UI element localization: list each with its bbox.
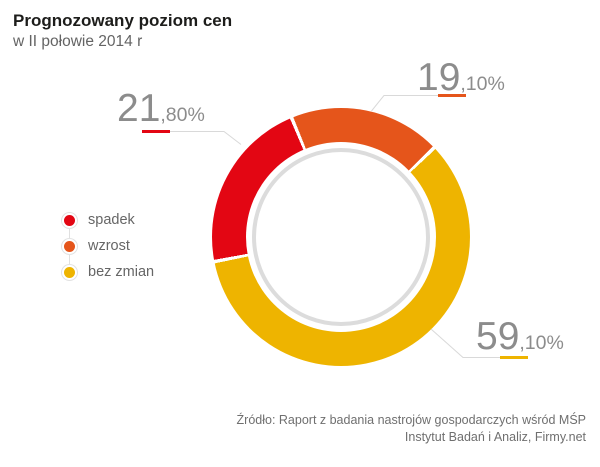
value-int-spadek: 21 xyxy=(117,87,161,130)
value-int-wzrost: 19 xyxy=(417,56,461,99)
leader-line-spadek xyxy=(170,131,242,145)
source-note: Źródło: Raport z badania nastrojów gospo… xyxy=(237,412,586,446)
legend: spadek wzrost bez zmian xyxy=(64,207,154,285)
legend-label-wzrost: wzrost xyxy=(88,238,130,254)
value-int-bez-zmian: 59 xyxy=(476,315,520,358)
legend-item-wzrost: wzrost xyxy=(64,233,154,259)
legend-label-bez-zmian: bez zmian xyxy=(88,264,155,280)
source-line-1: Źródło: Raport z badania nastrojów gospo… xyxy=(236,413,586,427)
source-line-2: Instytut Badań i Analiz, Firmy.net xyxy=(404,430,586,444)
legend-label-spadek: spadek xyxy=(88,212,135,228)
chart-subtitle: w II połowie 2014 r xyxy=(13,33,143,50)
value-label-bez-zmian: 59,10% xyxy=(476,317,564,356)
legend-dot-spadek xyxy=(64,214,75,226)
donut-inner-ring xyxy=(252,148,430,326)
value-frac-bez-zmian: ,10% xyxy=(519,332,564,354)
value-label-spadek: 21,80% xyxy=(117,89,205,128)
chart-title: Prognozowany poziom cen xyxy=(13,11,233,30)
legend-item-spadek: spadek xyxy=(64,207,154,233)
value-frac-wzrost: ,10% xyxy=(460,73,505,95)
value-frac-spadek: ,80% xyxy=(160,104,205,126)
legend-item-bez-zmian: bez zmian xyxy=(64,259,154,285)
legend-dot-bez-zmian xyxy=(64,266,75,278)
legend-dot-wzrost xyxy=(64,240,75,252)
donut-chart xyxy=(212,108,470,366)
value-label-wzrost: 19,10% xyxy=(417,58,505,97)
